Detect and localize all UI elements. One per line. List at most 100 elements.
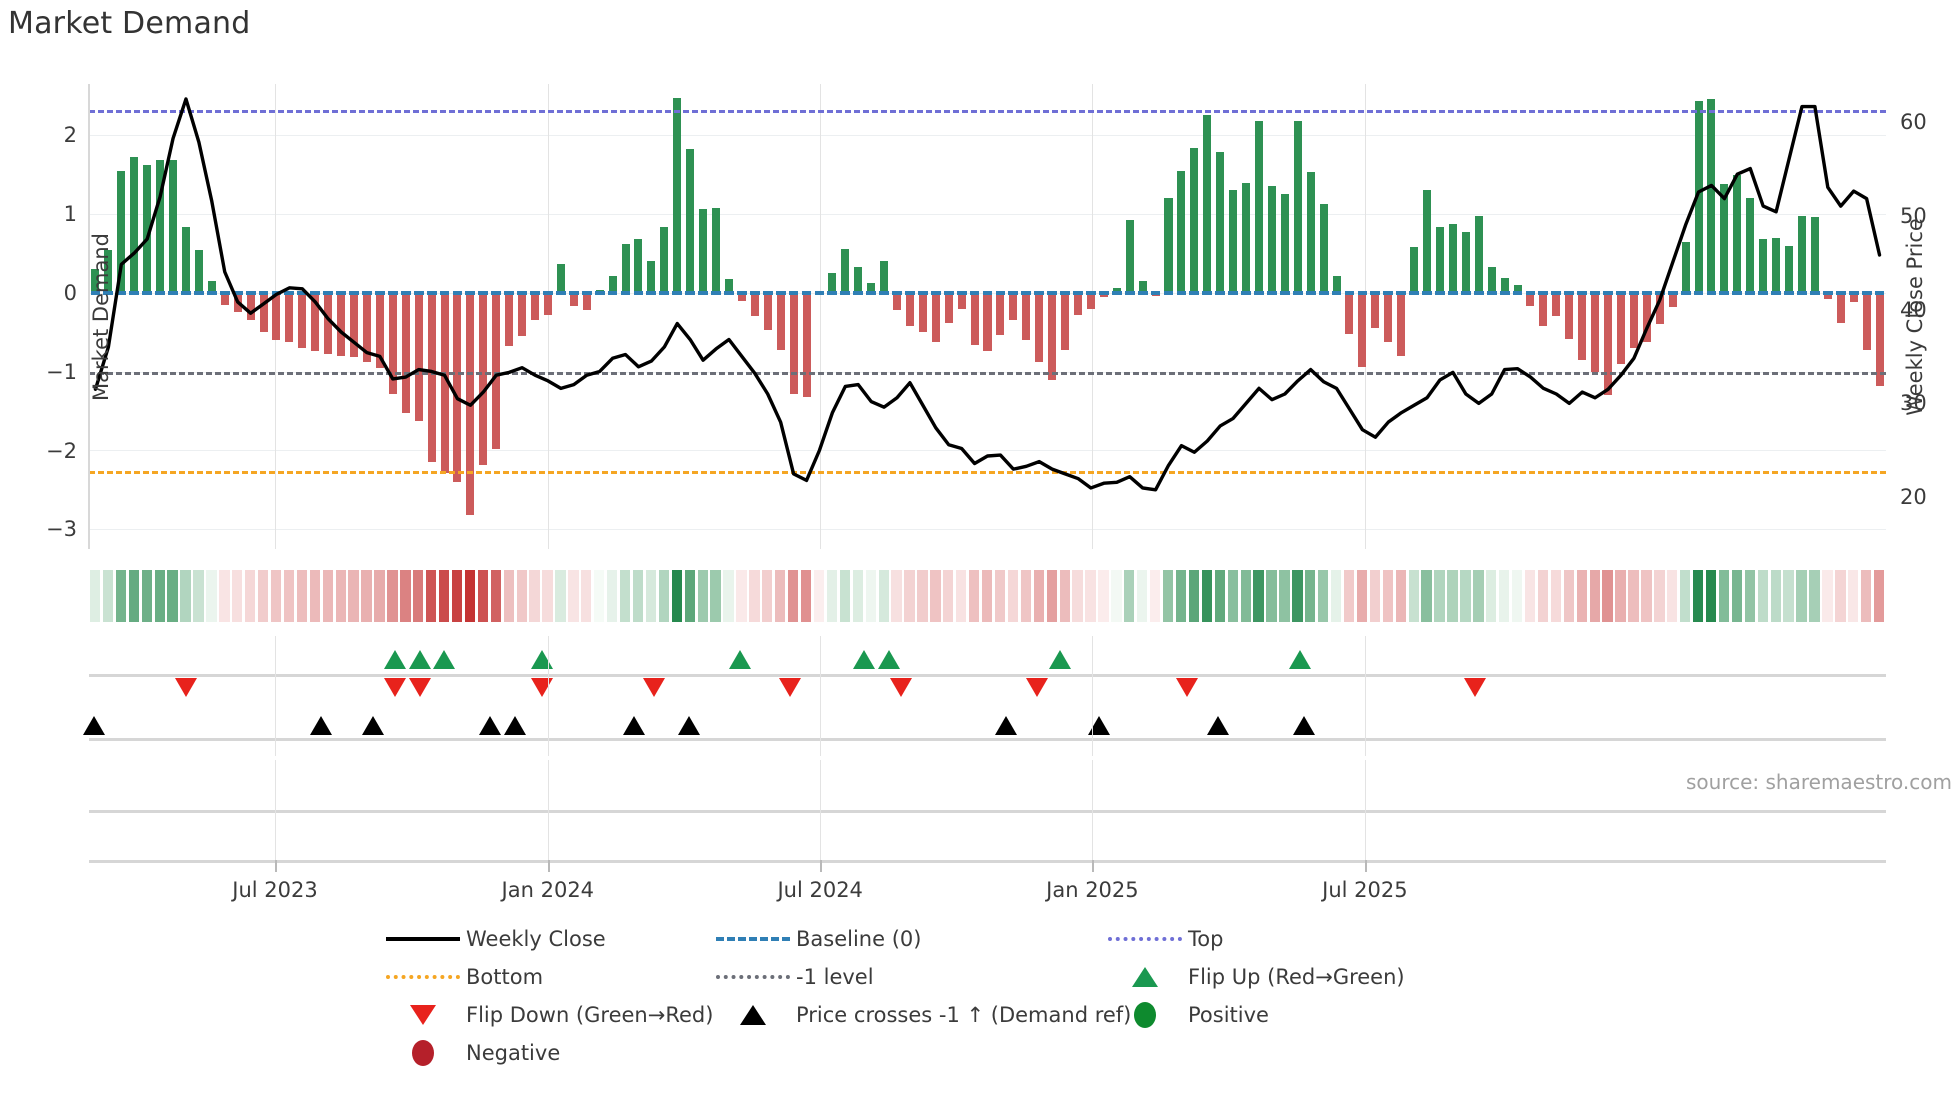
heatmap-cell [1111, 570, 1122, 622]
heatmap-cell [1692, 570, 1704, 622]
legend-label: Flip Up (Red→Green) [1188, 965, 1405, 989]
flip-down-marker [384, 678, 406, 697]
flip-up-marker [1289, 650, 1312, 669]
heatmap-cell [1292, 570, 1303, 622]
baseline-segment [349, 290, 359, 295]
heatmap-cell [361, 570, 372, 622]
baseline-segment [1538, 290, 1549, 295]
demand-bar [1073, 292, 1082, 315]
heatmap-cell [413, 570, 424, 622]
demand-bar [169, 160, 178, 293]
baseline-segment [1874, 290, 1885, 295]
baseline-segment [1603, 290, 1613, 295]
baseline-segment [168, 290, 178, 295]
flip-down-marker [1025, 678, 1048, 697]
baseline-segment [1551, 290, 1562, 295]
heatmap-cell [115, 570, 127, 622]
legend-item[interactable]: Negative [380, 1034, 710, 1072]
baseline-segment [1835, 290, 1846, 295]
legend-item[interactable]: Flip Down (Green→Red) [380, 996, 714, 1034]
baseline-segment [1176, 290, 1187, 295]
baseline-segment [439, 290, 450, 295]
flip-up-marker [877, 650, 900, 669]
demand-bar [750, 292, 759, 317]
triangle-up-icon [1132, 967, 1158, 987]
demand-bar [931, 292, 940, 342]
heatmap-cell [865, 570, 876, 622]
heatmap-cell [813, 570, 825, 622]
demand-bar [712, 207, 721, 293]
demand-bar [91, 269, 100, 293]
legend-row: Negative [380, 1034, 1760, 1072]
price-cross-marker [478, 716, 501, 735]
legend-item[interactable]: -1 level [710, 958, 1102, 996]
legend-label: Flip Down (Green→Red) [466, 1003, 714, 1027]
demand-bar [1759, 239, 1768, 293]
baseline-segment [1667, 290, 1678, 295]
weekly-close-line [89, 84, 1886, 549]
demand-bar [1552, 292, 1561, 317]
demand-bar [1229, 190, 1238, 293]
baseline-segment [736, 290, 747, 295]
baseline-segment [1331, 290, 1342, 295]
demand-bar [104, 249, 113, 293]
demand-bar [1164, 198, 1173, 293]
source-note: source: sharemaestro.com [1686, 770, 1952, 794]
heatmap-cell [749, 570, 760, 622]
price-cross-marker [1292, 716, 1315, 735]
x-tick-label: Jul 2025 [1322, 878, 1408, 902]
baseline-segment [1086, 290, 1096, 295]
x-axis-vgridline [1092, 760, 1094, 860]
heatmap-cell [1072, 570, 1083, 622]
demand-bar [505, 292, 514, 347]
demand-bar [285, 292, 294, 342]
page-title: Market Demand [8, 6, 251, 41]
baseline-segment [1590, 290, 1601, 295]
heatmap-cell [1253, 570, 1264, 622]
heatmap-cell [335, 570, 346, 622]
heatmap-cell [1046, 570, 1057, 622]
heatmap-cell [1705, 570, 1717, 622]
x-tick-mark [275, 860, 277, 872]
heatmap-cell [180, 570, 191, 622]
heatmap-cell [451, 570, 463, 622]
demand-bar [1138, 281, 1147, 293]
baseline-segment [788, 290, 799, 295]
legend-item[interactable]: Top [1102, 920, 1223, 958]
demand-bar [298, 292, 307, 349]
heatmap-cell [826, 570, 838, 622]
demand-bar [996, 292, 1005, 336]
demand-bar [117, 170, 126, 293]
demand-bar [1306, 172, 1315, 293]
heatmap-cell [1369, 570, 1381, 622]
baseline-segment [1292, 290, 1303, 295]
legend-label: Price crosses -1 ↑ (Demand ref) [796, 1003, 1132, 1027]
baseline-segment [530, 290, 540, 295]
baseline-segment [1771, 290, 1782, 295]
baseline-segment [1150, 290, 1161, 295]
dashed-line-swatch-icon [716, 937, 790, 941]
legend-item[interactable]: Flip Up (Red→Green) [1102, 958, 1405, 996]
x-tick-mark [820, 860, 823, 872]
heatmap-cell [839, 570, 851, 622]
legend-item[interactable]: Bottom [380, 958, 710, 996]
y-tick-left: 1 [63, 202, 77, 226]
heatmap-cell [1654, 570, 1665, 622]
demand-bar [1849, 292, 1858, 303]
marker-rule-bottom [89, 738, 1886, 741]
legend-item[interactable]: Price crosses -1 ↑ (Demand ref) [710, 996, 1131, 1034]
legend-label: Weekly Close [466, 927, 606, 951]
legend-item[interactable]: Positive [1102, 996, 1269, 1034]
y-tick-left: −2 [46, 438, 77, 463]
heatmap-cell [1266, 570, 1277, 622]
baseline-segment [90, 290, 101, 295]
legend-item[interactable]: Weekly Close [380, 920, 710, 958]
heatmap-cell [1486, 570, 1497, 622]
heatmap-cell [89, 570, 101, 622]
legend-item[interactable]: Baseline (0) [710, 920, 1102, 958]
demand-bar [1668, 292, 1677, 308]
baseline-segment [866, 290, 877, 295]
heatmap-cell [1757, 570, 1768, 622]
heatmap-cell [529, 570, 540, 622]
heatmap-cell [1434, 570, 1445, 622]
